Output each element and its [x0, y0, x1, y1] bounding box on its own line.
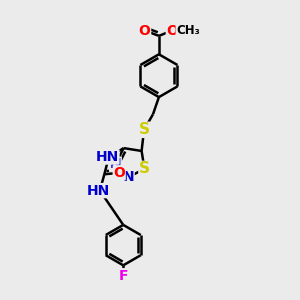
- Text: S: S: [139, 161, 150, 176]
- Text: S: S: [139, 122, 150, 137]
- Text: O: O: [167, 23, 178, 38]
- Text: N: N: [110, 157, 121, 171]
- Text: N: N: [122, 170, 134, 184]
- Text: F: F: [118, 269, 128, 283]
- Text: O: O: [139, 23, 151, 38]
- Text: HN: HN: [96, 150, 119, 164]
- Text: O: O: [113, 166, 125, 180]
- Text: HN: HN: [87, 184, 110, 198]
- Text: CH₃: CH₃: [176, 24, 200, 37]
